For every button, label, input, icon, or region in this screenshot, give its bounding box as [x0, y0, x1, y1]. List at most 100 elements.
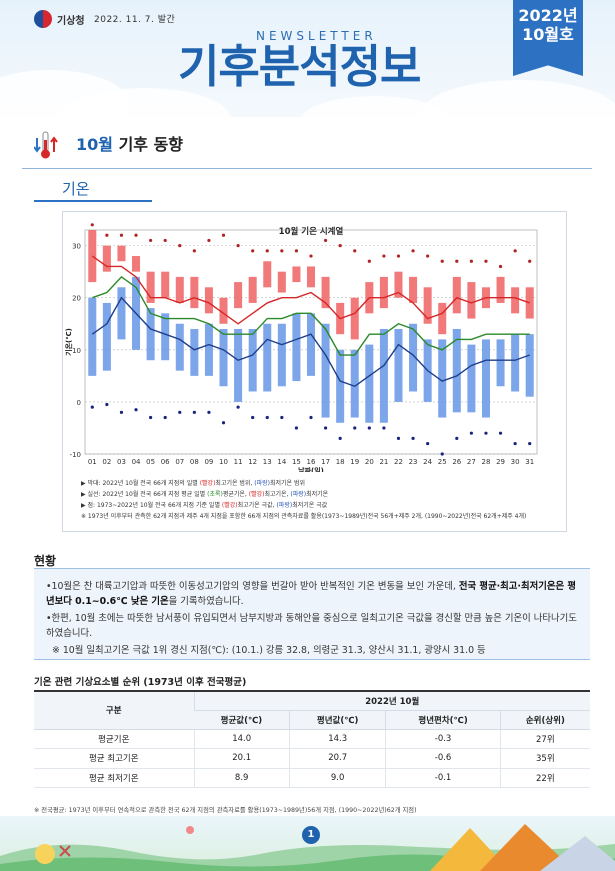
min-range-bar [277, 323, 286, 387]
min-range-bar [336, 349, 345, 423]
ribbon-year: 2022년 [518, 6, 578, 25]
max-range-bar [379, 276, 388, 309]
min-range-bar [438, 339, 447, 418]
status-paragraph-1: •10월은 찬 대륙고기압과 따뜻한 이동성고기압의 영향을 번갈아 받아 반복… [46, 581, 576, 607]
record-high-point [323, 238, 328, 243]
x-tick-label: 24 [423, 458, 432, 466]
max-range-bar [146, 271, 155, 303]
record-high-point [119, 233, 124, 237]
chart-note-source: ※ 1973년 이후부터 관측한 62개 지점과 제주 4개 지점을 포함한 6… [81, 513, 527, 520]
min-range-bar [452, 328, 461, 413]
record-low-point [251, 415, 255, 420]
table-cell: 14.0 [193, 729, 290, 749]
x-tick-label: 11 [234, 458, 243, 466]
kma-logo-icon [34, 10, 52, 28]
record-low-point [498, 431, 503, 435]
x-tick-label: 13 [263, 458, 272, 466]
y-tick-label: -10 [70, 451, 81, 459]
record-low-point [426, 441, 430, 446]
x-tick-label: 21 [379, 458, 388, 466]
record-low-point [178, 410, 182, 414]
table-row: 평균 최고기온 20.1 20.7 -0.6 35위 [34, 748, 590, 769]
record-low-point [119, 410, 124, 414]
series-line [91, 255, 530, 325]
x-tick-label: 18 [336, 458, 345, 466]
record-low-point [382, 426, 386, 430]
record-high-point [440, 259, 444, 263]
record-high-point [236, 244, 240, 248]
min-range-bar [292, 313, 301, 382]
series-line [91, 296, 530, 388]
table-cell: 35위 [499, 748, 590, 769]
table-cell: 14.3 [288, 729, 386, 749]
table-row: 평균 최저기온 8.9 9.0 -0.1 22위 [34, 768, 590, 788]
max-range-bar [248, 276, 257, 303]
record-high-point [221, 233, 226, 237]
min-range-bar [263, 323, 272, 392]
record-low-point [163, 415, 167, 420]
issue-date: 2022. 11. 7. 발간 [94, 15, 176, 25]
x-tick-label: 20 [365, 458, 374, 466]
x-tick-label: 26 [452, 458, 461, 466]
record-high-point [469, 259, 473, 263]
max-range-bar [277, 271, 286, 293]
x-tick-label: 10 [219, 458, 228, 466]
record-low-point [149, 415, 153, 420]
max-range-bar [190, 276, 199, 309]
record-high-point [338, 244, 342, 248]
landscape-illustration [0, 824, 615, 871]
y-tick-label: 30 [72, 243, 81, 251]
max-range-bar [423, 287, 432, 324]
x-tick-label: 07 [175, 458, 184, 466]
x-tick-label: 19 [350, 458, 359, 466]
max-range-bar [102, 245, 111, 272]
record-high-point [178, 244, 182, 248]
table-col-header: 평년값(℃) [288, 710, 386, 730]
page-number: 1 [302, 826, 320, 844]
record-low-point [207, 410, 211, 414]
record-low-point [338, 436, 342, 440]
cloud-decoration [300, 96, 450, 117]
min-range-bar [161, 313, 170, 361]
record-low-point [528, 441, 532, 446]
table-header-period: 2022년 10월 [193, 691, 590, 711]
status-box: •10월은 찬 대륙고기압과 따뜻한 이동성고기압의 영향을 번갈아 받아 반복… [34, 568, 590, 660]
table-title: 기온 관련 기상요소별 순위 (1973년 이후 전국평균) [34, 677, 247, 688]
y-tick-label: 20 [72, 295, 81, 303]
subsection-title: 기온 [62, 180, 90, 198]
table-cell: -0.6 [385, 748, 501, 769]
x-tick-label: 30 [511, 458, 520, 466]
org-name: 기상청 [57, 16, 85, 27]
max-range-bar [161, 271, 170, 298]
record-low-point [90, 405, 94, 409]
table-cell: 8.9 [193, 768, 290, 788]
chart-note-lines: ▶ 실선: 2022년 10월 전국 66개 지점 평균 일별 (초록)평균기온… [81, 491, 329, 498]
table-cell: 20.7 [288, 748, 386, 769]
y-axis-label: 기온(℃) [64, 328, 73, 356]
chart-note-dots: ▶ 점: 1973~2022년 10월 전국 66개 지점 기준 일별 (빨강)… [81, 502, 328, 509]
min-range-bar [350, 349, 359, 418]
table-cell: 20.1 [193, 748, 290, 769]
max-range-bar [263, 261, 272, 288]
x-tick-label: 25 [438, 458, 447, 466]
max-range-bar [321, 276, 330, 309]
min-range-bar [234, 328, 243, 402]
min-range-bar [88, 297, 97, 376]
min-range-bar [306, 313, 316, 376]
section-title: 10월 기후 동향 [76, 131, 183, 155]
record-high-point [455, 259, 459, 263]
status-note: ※ 10월 일최고기온 극값 1위 경신 지점(℃): (10.1.) 강릉 3… [52, 645, 486, 656]
min-range-bar [204, 323, 213, 376]
min-range-bar [394, 328, 403, 402]
table-col-header: 평년편차(℃) [385, 710, 501, 730]
min-range-bar [117, 287, 126, 340]
record-high-point [105, 233, 109, 237]
record-low-point [294, 426, 299, 430]
max-range-bar [234, 282, 243, 309]
record-low-point [221, 421, 226, 425]
max-range-bar [175, 276, 184, 303]
chart-svg: 10월 기온 시계열 -10 0 10 20 30 01 02 03 04 05 06 07 08 09 10… [64, 223, 538, 472]
series-line [92, 275, 530, 356]
record-low-point [353, 426, 357, 430]
min-range-bar [102, 302, 111, 371]
